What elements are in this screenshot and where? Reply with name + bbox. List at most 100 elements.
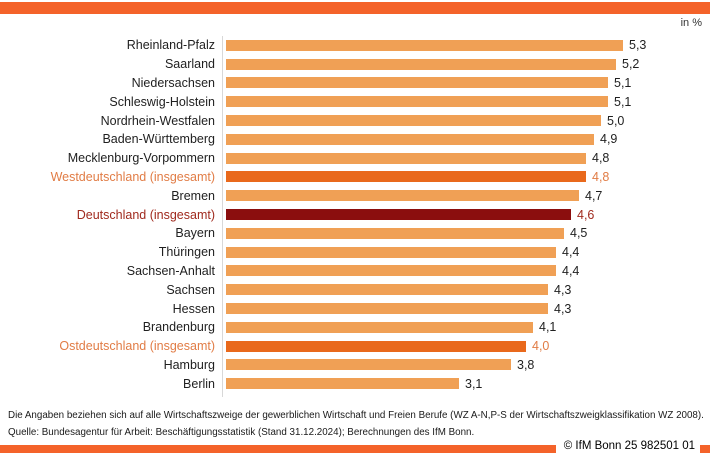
value-label: 4,3: [554, 301, 572, 316]
bar: [226, 227, 564, 239]
category-label: Saarland: [164, 57, 215, 72]
unit-label: in %: [680, 17, 702, 29]
bar-row: Deutschland (insgesamt) 4,6: [0, 205, 710, 224]
bar-track: 5,3: [226, 38, 710, 52]
bar-row: Sachsen 4,3: [0, 280, 710, 299]
category-label: Rheinland-Pfalz: [126, 38, 215, 53]
value-label: 5,2: [622, 57, 640, 72]
bar-track: 4,7: [226, 189, 710, 203]
bar-row: Bayern 4,5: [0, 224, 710, 243]
bottom-accent-bar-left: [0, 445, 556, 453]
value-label: 4,7: [585, 188, 603, 203]
value-label: 4,9: [600, 132, 618, 147]
bar-row: Thüringen 4,4: [0, 243, 710, 262]
bar-row: Bremen 4,7: [0, 186, 710, 205]
category-label: Mecklenburg-Vorpommern: [67, 151, 215, 166]
bar-track: 3,1: [226, 377, 710, 391]
bar-row: Westdeutschland (insgesamt) 4,8: [0, 168, 710, 187]
footnote-definition: Die Angaben beziehen sich auf alle Wirts…: [8, 410, 704, 421]
bar-row: Baden-Württemberg 4,9: [0, 130, 710, 149]
bar: [226, 115, 601, 127]
bar-row: Hamburg 3,8: [0, 356, 710, 375]
bottom-accent-bar-right: [700, 445, 710, 453]
bar-track: 4,9: [226, 132, 710, 146]
bar: [226, 378, 459, 390]
bar: [226, 340, 526, 352]
value-label: 4,6: [577, 207, 595, 222]
category-label: Sachsen-Anhalt: [126, 263, 215, 278]
bar-track: 4,5: [226, 226, 710, 240]
bar-row: Brandenburg 4,1: [0, 318, 710, 337]
value-label: 4,1: [539, 320, 557, 335]
bar-track: 4,4: [226, 245, 710, 259]
value-label: 5,3: [629, 38, 647, 53]
bar: [226, 303, 548, 315]
bar-chart: Rheinland-Pfalz 5,3 Saarland 5,2 Niedersachs…: [0, 36, 710, 398]
bar-rows: Rheinland-Pfalz 5,3 Saarland 5,2 Niedersachs…: [0, 36, 710, 393]
bar: [226, 58, 616, 70]
bar: [226, 39, 623, 51]
category-label: Brandenburg: [142, 320, 215, 335]
bar-row: Nordrhein-Westfalen 5,0: [0, 111, 710, 130]
top-accent-bar: [0, 2, 710, 14]
bar-track: 4,1: [226, 320, 710, 334]
bar-row: Niedersachsen 5,1: [0, 74, 710, 93]
category-label: Baden-Württemberg: [102, 132, 215, 147]
value-label: 3,1: [465, 376, 483, 391]
bar-row: Rheinland-Pfalz 5,3: [0, 36, 710, 55]
category-label: Thüringen: [158, 245, 215, 260]
category-label: Niedersachsen: [131, 75, 215, 90]
category-label: Bremen: [171, 188, 215, 203]
category-label: Deutschland (insgesamt): [76, 207, 215, 222]
bar-track: 4,3: [226, 283, 710, 297]
value-label: 4,4: [562, 245, 580, 260]
bar-track: 4,0: [226, 339, 710, 353]
value-label: 5,1: [614, 75, 632, 90]
category-label: Schleswig-Holstein: [109, 94, 215, 109]
category-label: Bayern: [175, 226, 215, 241]
category-label: Nordrhein-Westfalen: [100, 113, 215, 128]
bar-track: 4,4: [226, 264, 710, 278]
category-label: Westdeutschland (insgesamt): [50, 169, 215, 184]
bar: [226, 359, 511, 371]
bar-track: 4,8: [226, 170, 710, 184]
bar-track: 5,1: [226, 95, 710, 109]
value-label: 4,3: [554, 282, 572, 297]
bar-track: 5,1: [226, 76, 710, 90]
bar-row: Berlin 3,1: [0, 374, 710, 393]
bar-row: Sachsen-Anhalt 4,4: [0, 262, 710, 281]
value-label: 3,8: [517, 357, 535, 372]
category-label: Hamburg: [163, 357, 215, 372]
value-label: 4,8: [592, 169, 610, 184]
category-label: Sachsen: [166, 282, 215, 297]
bar-track: 3,8: [226, 358, 710, 372]
bar: [226, 133, 594, 145]
bar: [226, 321, 533, 333]
bar: [226, 209, 571, 221]
copyright-label: © IfM Bonn 25 982501 01: [563, 440, 695, 452]
bar-track: 5,2: [226, 57, 710, 71]
value-label: 5,0: [607, 113, 625, 128]
bar-track: 4,8: [226, 151, 710, 165]
bar-track: 4,3: [226, 302, 710, 316]
bar: [226, 171, 586, 183]
value-label: 4,0: [532, 339, 550, 354]
bar-track: 4,6: [226, 208, 710, 222]
bar-row: Ostdeutschland (insgesamt) 4,0: [0, 337, 710, 356]
bar-row: Mecklenburg-Vorpommern 4,8: [0, 149, 710, 168]
bar: [226, 284, 548, 296]
value-label: 4,4: [562, 263, 580, 278]
value-label: 4,8: [592, 151, 610, 166]
bar-row: Hessen 4,3: [0, 299, 710, 318]
value-label: 5,1: [614, 94, 632, 109]
bar: [226, 96, 608, 108]
footnote-source: Quelle: Bundesagentur für Arbeit: Beschä…: [8, 427, 475, 438]
bar: [226, 152, 586, 164]
category-label: Berlin: [183, 376, 215, 391]
bar-row: Saarland 5,2: [0, 55, 710, 74]
bar-row: Schleswig-Holstein 5,1: [0, 92, 710, 111]
bar: [226, 77, 608, 89]
value-label: 4,5: [570, 226, 588, 241]
bar: [226, 265, 556, 277]
bar: [226, 246, 556, 258]
